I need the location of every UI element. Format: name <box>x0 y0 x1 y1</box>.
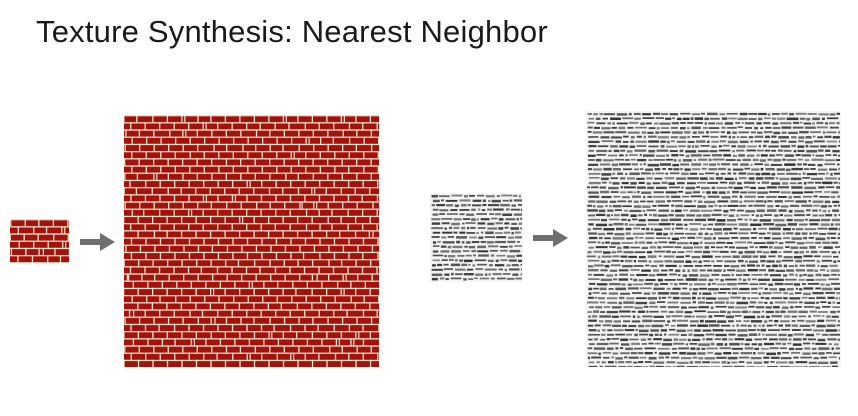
brick-source-texture <box>10 219 69 263</box>
right-arrow-icon <box>80 233 115 251</box>
slide-title: Texture Synthesis: Nearest Neighbor <box>36 14 548 49</box>
brick-synthesized-texture <box>124 115 379 367</box>
text-synthesized-texture <box>586 111 841 367</box>
text-source-texture <box>430 193 523 282</box>
right-arrow-icon <box>533 229 568 247</box>
